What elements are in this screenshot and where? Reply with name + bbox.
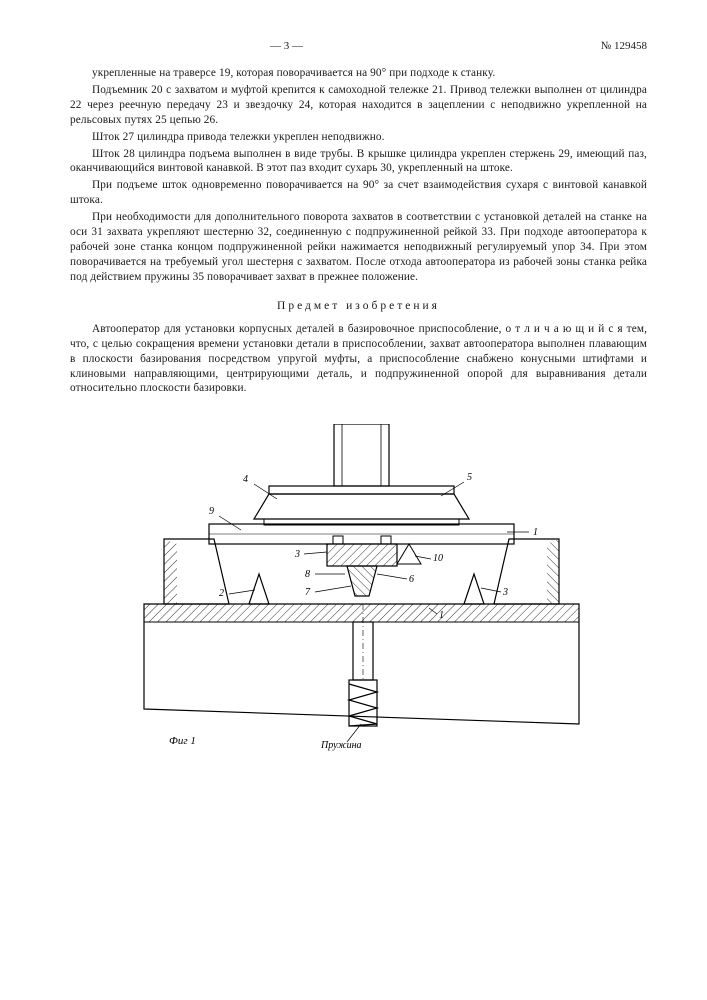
technical-drawing: Пружина 4 5 9 3 8 7 <box>109 424 609 784</box>
body-text: укрепленные на траверсе 19, которая пово… <box>70 66 647 396</box>
paragraph: Подъемник 20 с захватом и муфтой крепитс… <box>70 83 647 128</box>
svg-text:8: 8 <box>305 569 310 580</box>
page-header: — 3 — № 129458 <box>70 40 647 52</box>
svg-text:3: 3 <box>502 587 508 598</box>
svg-text:1: 1 <box>439 610 444 621</box>
figure-1: Пружина 4 5 9 3 8 7 <box>70 424 647 784</box>
svg-text:6: 6 <box>409 574 414 585</box>
section-title: Предмет изобретения <box>70 299 647 314</box>
svg-text:10: 10 <box>433 553 443 564</box>
svg-text:5: 5 <box>467 472 472 483</box>
svg-text:1: 1 <box>533 527 538 538</box>
paragraph: укрепленные на траверсе 19, которая пово… <box>70 66 647 81</box>
paragraph: При подъеме шток одновременно поворачива… <box>70 178 647 208</box>
spring-label: Пружина <box>320 740 362 751</box>
svg-text:7: 7 <box>305 587 311 598</box>
svg-text:3: 3 <box>294 549 300 560</box>
page-number: — 3 — <box>270 40 303 52</box>
patent-number: № 129458 <box>601 40 647 52</box>
svg-text:2: 2 <box>219 588 224 599</box>
paragraph: Шток 27 цилиндра привода тележки укрепле… <box>70 130 647 145</box>
paragraph: При необходимости для дополнительного по… <box>70 210 647 285</box>
paragraph: Шток 28 цилиндра подъема выполнен в виде… <box>70 147 647 177</box>
claim-paragraph: Автооператор для установки корпусных дет… <box>70 322 647 397</box>
figure-caption: Фиг 1 <box>169 735 196 747</box>
svg-text:4: 4 <box>243 474 248 485</box>
svg-text:9: 9 <box>209 506 214 517</box>
